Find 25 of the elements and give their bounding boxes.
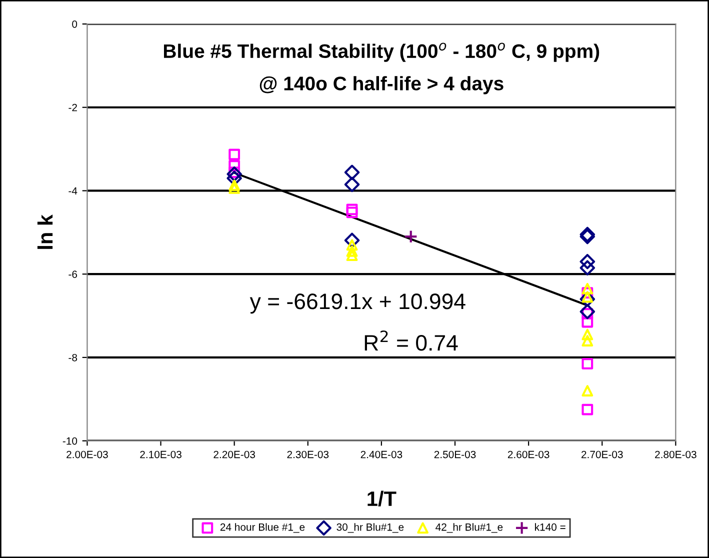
legend-label: k140 = <box>535 523 566 531</box>
x-tick-label: 2.60E-03 <box>508 450 550 458</box>
text: Blue #5 Thermal Stability (100$^{o}$ - 180$^{o}$ C, 9 ppm) <box>164 42 600 62</box>
legend-label: 42_hr Blu#1_e <box>436 523 503 533</box>
x-tick-label: 2.70E-03 <box>582 450 623 458</box>
x-tick-label: 2.40E-03 <box>360 450 402 458</box>
y-tick-label: -6 <box>68 270 78 278</box>
y-tick-label: -2 <box>68 104 77 112</box>
x-tick-label: 2.20E-03 <box>214 450 256 458</box>
x-tick-label: 2.80E-03 <box>655 450 696 458</box>
y-axis-title: ln k <box>37 214 53 249</box>
legend-label: 30_hr Blu#1_e <box>336 523 404 533</box>
text: @ 140o C half-life > 4 days <box>260 76 504 94</box>
x-axis-title: 1/T <box>368 490 396 506</box>
annotation: y = -6619.1x + 10.994 <box>250 293 466 314</box>
x-tick-label: 2.30E-03 <box>287 450 329 458</box>
x-tick-label: 2.00E-03 <box>66 450 108 458</box>
y-tick-label: -8 <box>68 354 78 362</box>
x-tick-label: 2.50E-03 <box>434 450 476 458</box>
x-tick-label: 2.10E-03 <box>140 450 182 458</box>
y-tick-label: -4 <box>68 187 78 194</box>
y-tick-label: 0 <box>72 20 78 28</box>
annotation: R$^{2}$ = 0.74 <box>364 330 458 351</box>
y-tick-label: -10 <box>62 437 78 445</box>
legend-label: 24 hour Blue #1_e <box>220 523 305 533</box>
